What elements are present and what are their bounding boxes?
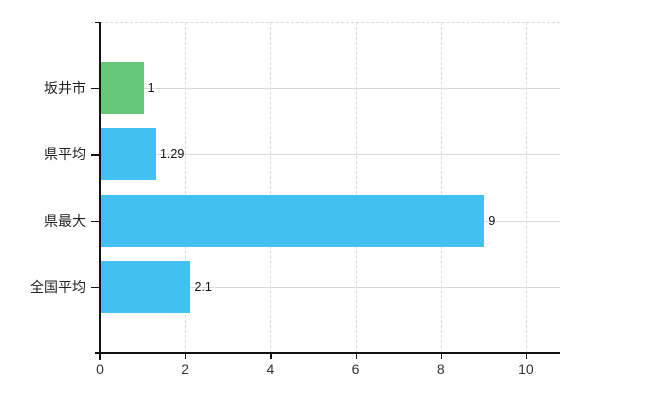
horizontal-gridline	[100, 154, 560, 156]
bar-value-label: 9	[488, 213, 496, 228]
plot-top-border	[100, 22, 560, 23]
y-axis-tick	[91, 220, 100, 222]
bar-value-label: 2.1	[194, 279, 212, 294]
vertical-gridline	[440, 22, 442, 353]
x-axis-tick	[185, 353, 187, 359]
y-axis-end-tick	[95, 22, 100, 24]
x-axis-tick-label: 8	[436, 361, 445, 377]
bar[interactable]	[101, 194, 485, 247]
x-axis-tick	[525, 353, 528, 359]
x-axis-tick-label: 4	[266, 361, 275, 377]
x-axis-tick-label: 0	[96, 361, 104, 377]
category-label: 県平均	[44, 146, 86, 163]
category-label: 県最大	[44, 212, 86, 229]
vertical-gridline	[185, 22, 187, 353]
vertical-gridline	[525, 22, 527, 353]
bar[interactable]	[101, 128, 156, 181]
bar-value-label: 1.29	[159, 147, 185, 162]
bar[interactable]	[101, 62, 144, 115]
x-axis-tick	[355, 353, 357, 359]
x-axis-tick	[100, 353, 102, 359]
x-axis-tick	[270, 353, 272, 359]
category-label: 全国平均	[30, 278, 86, 295]
y-axis-tick	[91, 154, 100, 156]
x-axis-tick-label: 6	[351, 361, 360, 377]
vertical-gridline	[355, 22, 357, 353]
horizontal-gridline	[100, 88, 560, 90]
horizontal-gridline	[100, 286, 560, 288]
vertical-gridline	[270, 22, 272, 353]
y-axis-tick	[91, 286, 100, 288]
x-axis-line	[95, 352, 560, 354]
x-axis-tick	[440, 353, 442, 359]
category-label: 坂井市	[44, 80, 86, 97]
y-axis-tick	[91, 88, 100, 90]
x-axis-tick-label: 2	[181, 361, 190, 377]
bar-value-label: 1	[147, 80, 155, 95]
y-axis-line	[99, 22, 101, 360]
bar[interactable]	[101, 260, 191, 313]
x-axis-tick-label: 10	[518, 361, 534, 377]
